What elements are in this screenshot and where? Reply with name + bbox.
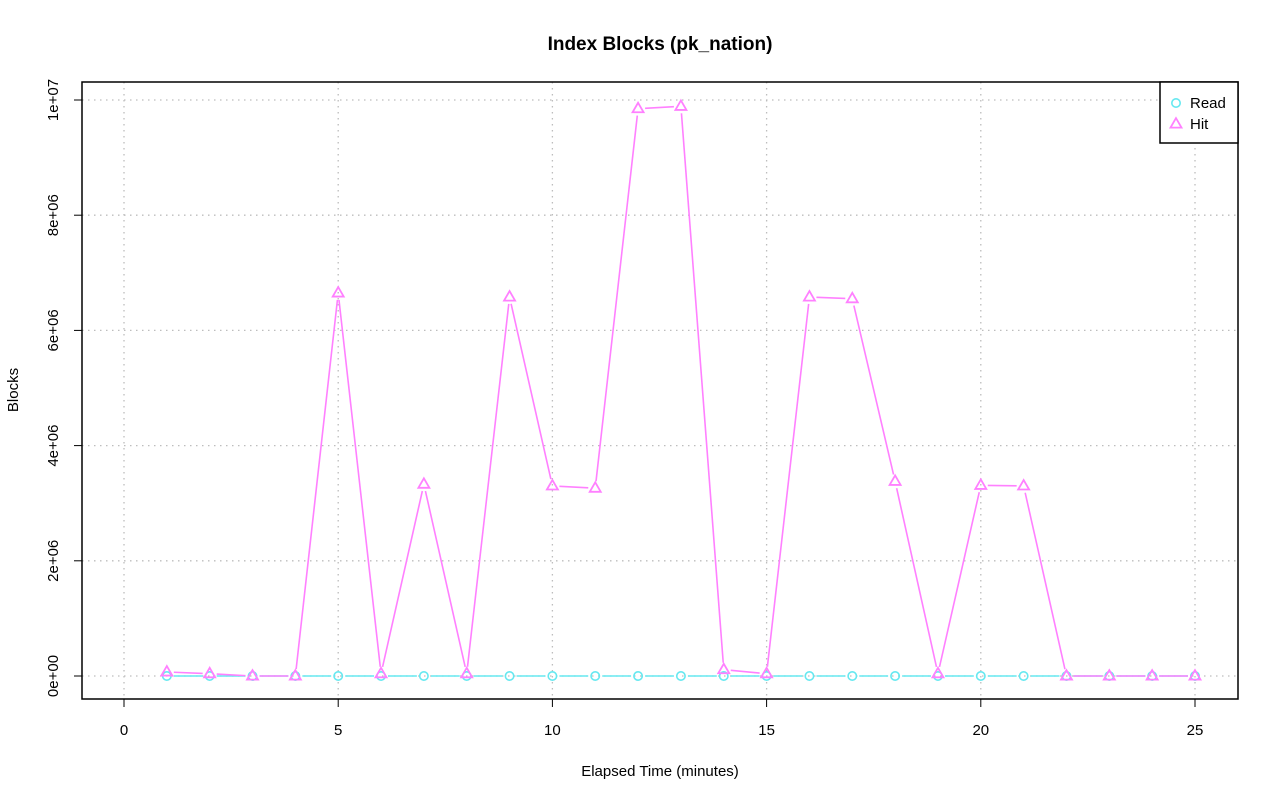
x-axis-label: Elapsed Time (minutes): [581, 763, 739, 780]
data-point-triangle: [759, 666, 774, 679]
series-segment: [466, 303, 510, 667]
series-segment: [338, 299, 382, 667]
data-point-circle: [547, 670, 558, 681]
grid: [82, 82, 1238, 699]
series-hit: [159, 98, 1203, 681]
data-point-triangle: [1059, 668, 1074, 681]
data-point-triangle: [502, 289, 517, 302]
data-point-triangle: [588, 480, 603, 493]
series-segment: [216, 673, 246, 677]
data-point-triangle: [331, 285, 346, 298]
data-point-triangle: [459, 666, 474, 679]
legend-label: Read: [1190, 95, 1226, 112]
x-axis: 0 5 10 15 20 25: [120, 698, 1204, 739]
data-point-triangle: [1102, 668, 1117, 681]
x-tick-label: 15: [758, 722, 775, 739]
y-tick-label: 4e+06: [45, 425, 62, 467]
series-segment: [510, 303, 552, 480]
data-point-triangle: [1187, 668, 1203, 681]
series-segment: [853, 305, 895, 475]
legend: Read Hit: [1159, 81, 1239, 144]
x-tick-label: 20: [972, 722, 989, 739]
series-segment: [938, 491, 981, 668]
data-point-triangle: [202, 666, 217, 679]
data-point-triangle: [631, 100, 646, 114]
series-segment: [595, 115, 639, 482]
data-point-circle: [333, 670, 344, 681]
series-segment: [730, 669, 760, 674]
data-point-triangle: [545, 478, 560, 491]
data-point-circle: [847, 670, 858, 681]
series-read: [161, 670, 1201, 681]
data-point-triangle: [973, 477, 988, 490]
data-point-triangle: [845, 291, 860, 304]
data-point-triangle: [802, 289, 817, 302]
y-axis-label: Blocks: [5, 368, 22, 412]
data-point-triangle: [373, 666, 389, 679]
y-tick-label: 8e+06: [45, 194, 62, 236]
data-point-circle: [718, 670, 729, 681]
data-point-triangle: [288, 668, 303, 681]
data-point-triangle: [159, 664, 174, 677]
data-point-triangle: [1016, 478, 1031, 491]
series-segment: [295, 299, 339, 670]
y-axis: 0e+00 2e+06 4e+06 6e+06 8e+06 1e+07: [45, 79, 83, 697]
data-point-circle: [675, 670, 686, 681]
data-point-circle: [804, 670, 815, 681]
data-point-circle: [890, 670, 901, 681]
data-point-circle: [633, 670, 644, 681]
data-point-triangle: [673, 98, 688, 111]
series-segment: [173, 671, 203, 675]
series-segment: [645, 105, 674, 110]
x-tick-label: 5: [334, 722, 342, 739]
legend-marker-circle: [1171, 98, 1182, 109]
x-tick-label: 0: [120, 722, 128, 739]
y-tick-label: 2e+06: [45, 540, 62, 582]
data-point-circle: [590, 670, 601, 681]
data-point-triangle: [245, 668, 260, 681]
series-segment: [424, 490, 466, 668]
series-segment: [680, 113, 725, 663]
plot-frame: [81, 81, 1239, 700]
y-tick-label: 6e+06: [45, 309, 62, 351]
data-point-triangle: [716, 661, 731, 675]
x-tick-label: 25: [1187, 722, 1204, 739]
y-tick-label: 0e+00: [45, 655, 62, 697]
data-point-circle: [1018, 670, 1029, 681]
data-point-triangle: [1145, 668, 1160, 681]
legend-label: Hit: [1190, 116, 1209, 133]
data-point-triangle: [888, 473, 903, 486]
data-point-triangle: [930, 666, 946, 679]
series-segment: [816, 296, 846, 300]
series-segment: [1024, 492, 1066, 670]
y-tick-label: 1e+07: [45, 79, 62, 121]
legend-marker-triangle: [1168, 116, 1184, 129]
x-tick-label: 10: [544, 722, 561, 739]
data-point-circle: [975, 670, 986, 681]
data-point-circle: [504, 670, 515, 681]
series-segment: [895, 487, 938, 668]
series-segment: [766, 303, 810, 667]
series-layer: [159, 98, 1203, 681]
series-segment: [559, 485, 589, 489]
legend-box: [1159, 81, 1239, 144]
data-point-circle: [418, 670, 429, 681]
series-segment: [381, 490, 424, 668]
chart-title: Index Blocks (pk_nation): [548, 34, 773, 55]
data-point-triangle: [416, 476, 431, 489]
